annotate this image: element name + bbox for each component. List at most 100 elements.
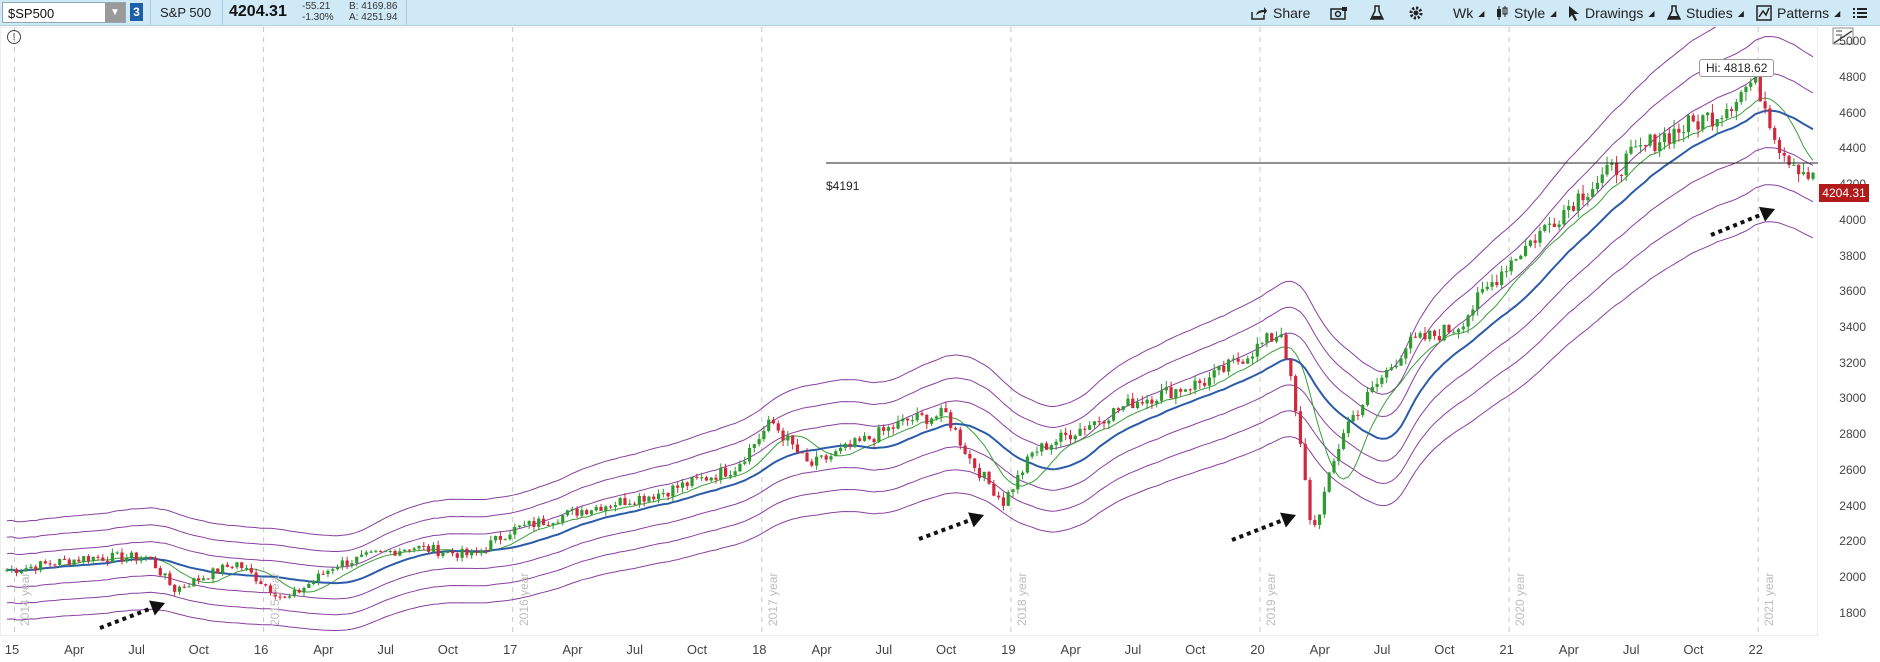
candle-body xyxy=(1629,146,1633,154)
candle-body xyxy=(934,416,938,419)
candle-body xyxy=(268,585,273,593)
price-level-label[interactable]: $4191 xyxy=(826,179,860,193)
candle-body xyxy=(1337,448,1341,462)
settings-button[interactable] xyxy=(1408,0,1424,26)
candle-body xyxy=(1677,128,1681,133)
candle-body xyxy=(326,570,330,575)
candle-body xyxy=(814,456,819,466)
price-tick-label: 4000 xyxy=(1839,212,1866,227)
candle-body xyxy=(240,562,244,568)
candle-body xyxy=(637,495,641,505)
interval-button[interactable]: Wk ◢ xyxy=(1453,0,1484,26)
candle-body xyxy=(1682,132,1686,134)
candle-body xyxy=(163,573,167,576)
candle-body xyxy=(422,545,426,547)
time-axis[interactable]: 15 Apr Jul Oct 16 Apr Jul Oct 17 Apr Jul Oct 18 Apr Ju… xyxy=(0,636,1818,662)
last-price: 4204.31 xyxy=(229,3,287,20)
candle-body xyxy=(1212,370,1216,378)
year-label: 2014 year xyxy=(18,572,33,626)
drawings-button[interactable]: Drawings ◢ xyxy=(1568,0,1655,26)
candle-body xyxy=(585,510,589,515)
candle-body xyxy=(1605,164,1609,175)
candle-body xyxy=(206,578,210,580)
link-group-badge[interactable]: 3 xyxy=(130,3,143,21)
candle-body xyxy=(666,492,670,497)
candle-body xyxy=(532,520,536,527)
candle-body xyxy=(426,546,431,552)
info-icon[interactable]: ! xyxy=(7,30,21,44)
time-tick-label: Apr xyxy=(1309,642,1330,657)
candle-body xyxy=(1466,315,1470,327)
candle-body xyxy=(1112,408,1116,421)
snapshot-button[interactable] xyxy=(1330,0,1348,26)
candle-body xyxy=(522,524,526,526)
dotted-arrow-icon xyxy=(99,606,153,630)
envelope-band-lower xyxy=(6,221,1814,631)
candle-body xyxy=(1552,223,1556,228)
candle-body xyxy=(106,560,110,563)
candle-body xyxy=(1686,115,1691,133)
axis-scale-icon[interactable] xyxy=(1832,27,1856,45)
candle-body xyxy=(1193,380,1197,390)
candle-body xyxy=(177,586,182,592)
year-label: 2015 year xyxy=(267,572,282,626)
time-tick-label: Jul xyxy=(1373,642,1391,657)
candle-body xyxy=(470,551,474,556)
price-axis[interactable]: 1800 2000 2200 2400 2600 2800 3000 3200 3400 3600… xyxy=(1818,27,1880,636)
candle-body xyxy=(1375,383,1379,387)
studies-button[interactable]: Studies ◢ xyxy=(1667,0,1744,26)
arrow-head-icon xyxy=(968,512,984,528)
candle-body xyxy=(513,526,517,535)
time-tick-label: 16 xyxy=(253,642,269,657)
share-button[interactable]: Share xyxy=(1250,0,1310,26)
patterns-icon xyxy=(1756,5,1772,21)
candle-body xyxy=(1557,224,1561,228)
candle-body xyxy=(110,552,114,563)
candle-body xyxy=(1322,491,1326,515)
candle-body xyxy=(201,578,206,581)
candle-body xyxy=(1758,68,1762,102)
candle-body xyxy=(321,573,325,575)
candle-body xyxy=(1734,102,1738,112)
candle-body xyxy=(82,556,86,562)
symbol-input[interactable]: $SP500 ▼ xyxy=(2,2,126,23)
candle-body xyxy=(1044,443,1049,450)
candle-body xyxy=(1797,164,1801,175)
candle-body xyxy=(676,485,680,488)
candle-body xyxy=(125,558,129,562)
candle-body xyxy=(19,570,23,574)
candle-body xyxy=(1270,333,1274,342)
candle-body xyxy=(1313,520,1317,525)
moving-average-slow xyxy=(6,109,1814,585)
candle-body xyxy=(968,453,972,459)
candle-body xyxy=(1207,377,1212,386)
candle-body xyxy=(503,539,507,541)
candle-body xyxy=(776,423,780,431)
candle-body xyxy=(1763,101,1767,109)
flask-button[interactable] xyxy=(1370,0,1384,26)
price-tick-label: 5000 xyxy=(1839,34,1866,49)
dotted-arrow-icon xyxy=(1710,212,1763,237)
candle-body xyxy=(1078,428,1082,436)
chevron-down-icon[interactable]: ▼ xyxy=(105,3,125,22)
patterns-button[interactable]: Patterns ◢ xyxy=(1756,0,1840,26)
candle-body xyxy=(1701,115,1705,130)
candle-body xyxy=(316,573,320,582)
candle-body xyxy=(1691,115,1695,122)
time-tick-label: 15 xyxy=(4,642,20,657)
candle-body xyxy=(1260,342,1264,344)
candle-body xyxy=(91,556,95,562)
net-change: -55.21 xyxy=(302,1,331,12)
menu-button[interactable] xyxy=(1852,0,1868,26)
candle-body xyxy=(1490,282,1494,287)
candle-body xyxy=(642,495,646,502)
candle-body xyxy=(1040,443,1044,452)
candle-body xyxy=(383,551,388,553)
candle-body xyxy=(58,559,62,565)
style-button[interactable]: Style ◢ xyxy=(1495,0,1556,26)
candle-body xyxy=(230,566,234,568)
candle-body xyxy=(465,548,469,556)
candle-body xyxy=(580,510,584,516)
price-chart[interactable] xyxy=(0,27,1818,636)
candle-body xyxy=(604,506,608,511)
